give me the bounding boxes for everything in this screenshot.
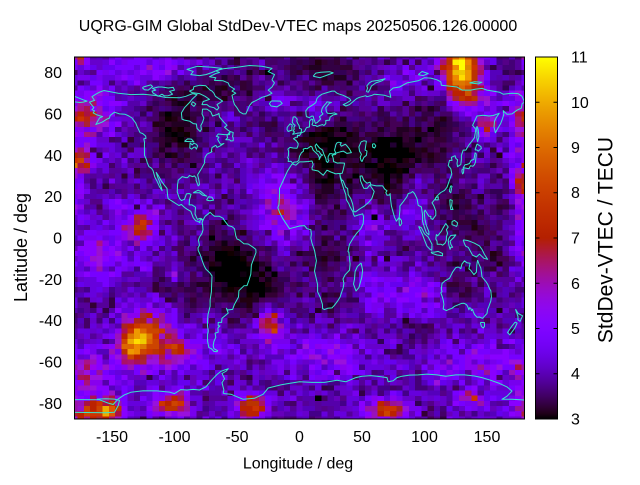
svg-text:UQRG-GIM Global StdDev-VTEC ma: UQRG-GIM Global StdDev-VTEC maps 2025050…: [79, 18, 518, 35]
svg-text:150: 150: [474, 429, 501, 446]
svg-text:4: 4: [571, 366, 580, 383]
svg-text:3: 3: [571, 412, 580, 429]
svg-text:10: 10: [571, 95, 589, 112]
svg-text:9: 9: [571, 140, 580, 157]
svg-text:-100: -100: [158, 429, 190, 446]
svg-text:5: 5: [571, 321, 580, 338]
svg-text:50: 50: [353, 429, 371, 446]
svg-text:Latitude / deg: Latitude / deg: [11, 193, 31, 302]
svg-text:-50: -50: [225, 429, 248, 446]
svg-text:11: 11: [571, 50, 588, 67]
svg-text:-80: -80: [39, 396, 62, 413]
svg-text:0: 0: [295, 429, 304, 446]
svg-text:40: 40: [44, 148, 62, 165]
svg-text:6: 6: [571, 276, 580, 293]
svg-text:8: 8: [571, 185, 580, 202]
svg-text:20: 20: [44, 189, 62, 206]
svg-text:-60: -60: [39, 355, 62, 372]
svg-text:80: 80: [44, 65, 62, 82]
svg-text:-20: -20: [39, 272, 62, 289]
svg-text:-40: -40: [39, 313, 62, 330]
svg-text:0: 0: [53, 231, 62, 248]
svg-text:Longitude / deg: Longitude / deg: [243, 456, 353, 473]
svg-text:100: 100: [411, 429, 438, 446]
svg-text:60: 60: [44, 106, 62, 123]
svg-text:StdDev-VTEC / TECU: StdDev-VTEC / TECU: [595, 137, 618, 343]
svg-text:-150: -150: [96, 429, 128, 446]
svg-text:7: 7: [571, 231, 580, 248]
